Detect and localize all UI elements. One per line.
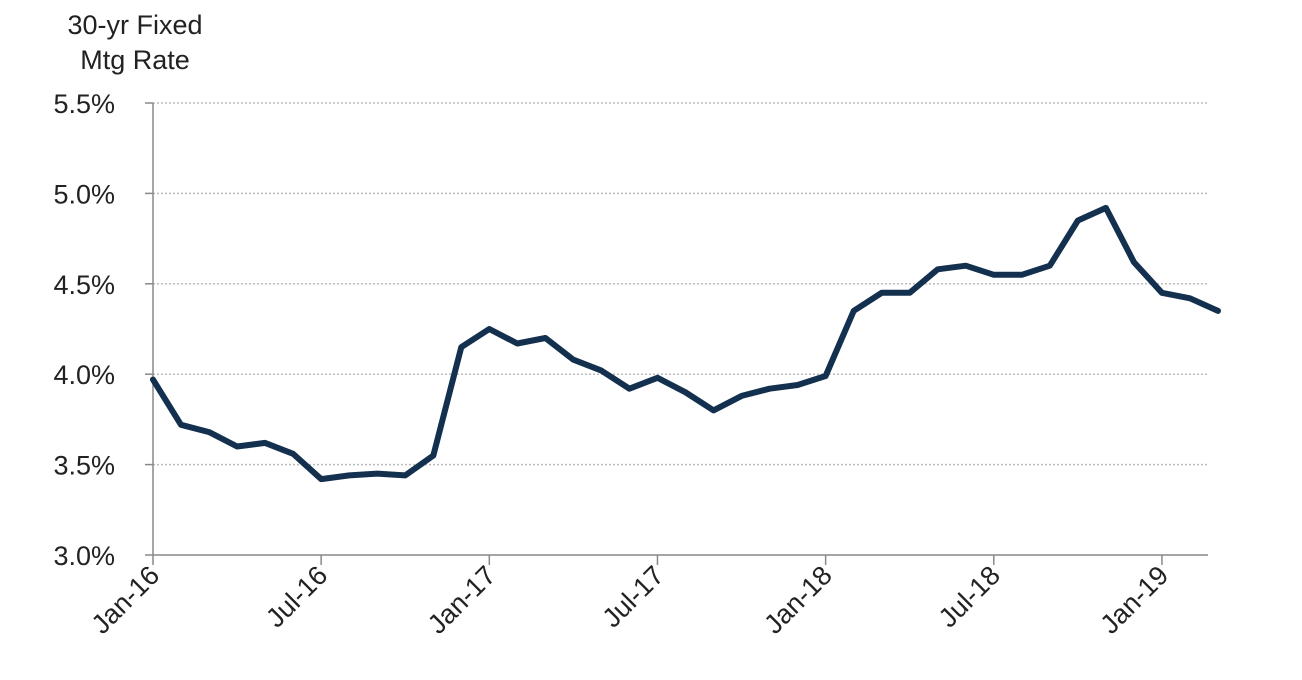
y-tick-label: 3.0% [53, 541, 115, 571]
y-axis-label: 30-yr Fixed [67, 10, 202, 40]
x-tick-label: Jan-17 [422, 560, 502, 640]
x-tick-label: Jul-17 [596, 560, 669, 633]
y-tick-label: 5.5% [53, 89, 115, 119]
y-tick-label: 3.5% [53, 451, 115, 481]
x-tick-label: Jan-18 [758, 560, 838, 640]
x-tick-label: Jan-19 [1095, 560, 1175, 640]
y-axis-label: Mtg Rate [80, 45, 190, 75]
data-line [150, 204, 1221, 483]
y-tick-label: 4.0% [53, 360, 115, 390]
x-tick-label: Jul-16 [260, 560, 333, 633]
x-tick-label: Jul-18 [933, 560, 1006, 633]
x-tick-label: Jan-16 [86, 560, 166, 640]
y-tick-label: 4.5% [53, 270, 115, 300]
y-tick-label: 5.0% [53, 179, 115, 209]
